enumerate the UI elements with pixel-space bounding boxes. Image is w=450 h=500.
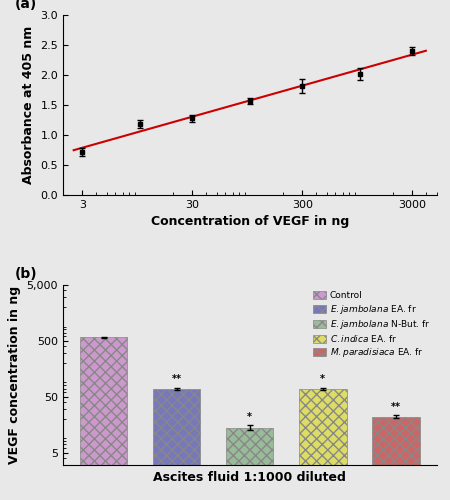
Bar — [80, 338, 127, 500]
Bar — [299, 388, 346, 500]
X-axis label: Concentration of VEGF in ng: Concentration of VEGF in ng — [151, 216, 349, 228]
Text: *: * — [320, 374, 325, 384]
Y-axis label: Absorbance at 405 nm: Absorbance at 405 nm — [22, 26, 35, 184]
Text: *: * — [247, 412, 252, 422]
Text: (a): (a) — [14, 0, 37, 12]
Text: **: ** — [391, 402, 401, 412]
Y-axis label: VEGF concentration in ng: VEGF concentration in ng — [8, 286, 21, 464]
Bar — [226, 428, 274, 500]
X-axis label: Ascites fluid 1:1000 diluted: Ascites fluid 1:1000 diluted — [153, 470, 346, 484]
Text: **: ** — [172, 374, 182, 384]
Legend: Control, $\it{E. jambolana}$ EA. fr, $\it{E. jambolana}$ N-But. fr, $\it{C. indi: Control, $\it{E. jambolana}$ EA. fr, $\i… — [311, 290, 432, 362]
Bar — [153, 388, 200, 500]
Bar — [372, 416, 419, 500]
Text: (b): (b) — [14, 268, 37, 281]
